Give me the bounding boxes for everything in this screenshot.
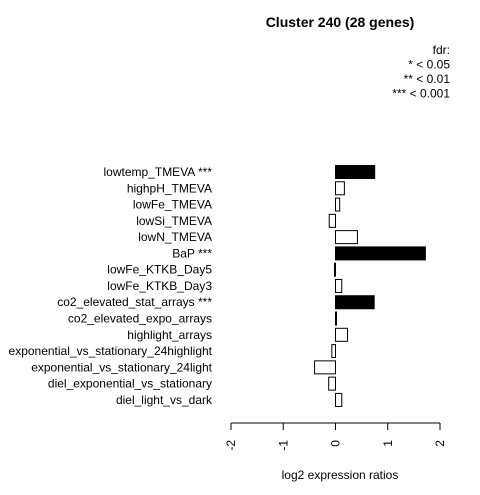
bar (335, 230, 358, 245)
category-label: lowFe_KTKB_Day3 (107, 279, 212, 293)
legend-line: * < 0.05 (408, 58, 450, 72)
category-label: lowtemp_TMEVA *** (104, 165, 213, 179)
bar (335, 392, 343, 407)
category-label: BaP *** (172, 246, 212, 260)
bar (314, 360, 337, 375)
category-label: highpH_TMEVA (127, 181, 212, 195)
x-tick-label: 0 (329, 440, 343, 447)
bar (333, 262, 336, 277)
legend: fdr:* < 0.05** < 0.01*** < 0.001 (392, 43, 450, 101)
category-label: exponential_vs_stationary_24highlight (9, 344, 213, 358)
chart-title: Cluster 240 (28 genes) (266, 14, 415, 30)
bar (335, 295, 375, 310)
category-label: exponential_vs_stationary_24light (31, 360, 212, 374)
category-label: lowFe_KTKB_Day5 (107, 263, 212, 277)
category-label: lowFe_TMEVA (133, 198, 212, 212)
x-tick-label: -1 (276, 440, 290, 451)
category-label: co2_elevated_stat_arrays *** (57, 295, 212, 309)
category-label: diel_light_vs_dark (116, 393, 213, 407)
x-tick-label: 1 (381, 440, 395, 447)
bar (328, 376, 336, 391)
x-tick-label: 2 (433, 440, 447, 447)
category-label: lowSi_TMEVA (136, 214, 212, 228)
bar (335, 181, 345, 196)
legend-line: ** < 0.01 (404, 72, 451, 86)
bar (331, 344, 336, 359)
x-axis: -2 -1 0 1 2 (224, 422, 447, 451)
legend-line: *** < 0.001 (392, 87, 450, 101)
category-label: lowN_TMEVA (138, 230, 212, 244)
bar (335, 197, 341, 212)
category-label: diel_exponential_vs_stationary (48, 377, 212, 391)
category-label: co2_elevated_expo_arrays (68, 312, 212, 326)
x-axis-label: log2 expression ratios (282, 468, 399, 482)
category-label: highlight_arrays (127, 328, 212, 342)
bar (335, 311, 337, 326)
bar (335, 278, 343, 293)
category-labels: lowtemp_TMEVA *** highpH_TMEVA lowFe_TMEVA… (9, 165, 213, 407)
bar (335, 246, 426, 261)
bar (328, 213, 337, 228)
x-tick-label: -2 (224, 440, 238, 451)
legend-line: fdr: (433, 43, 450, 57)
bar (335, 327, 349, 342)
bars (314, 165, 426, 407)
bar (335, 165, 376, 179)
